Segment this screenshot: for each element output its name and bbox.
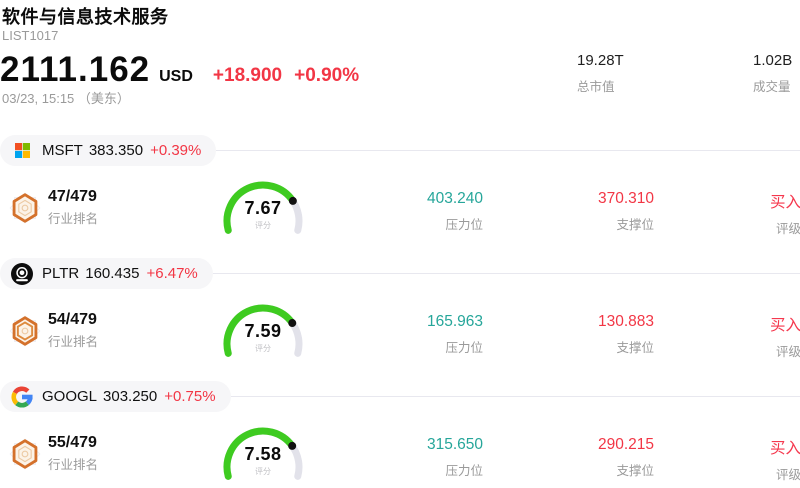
index-change-amount: +18.900 [212, 65, 283, 86]
microsoft-logo-icon [11, 140, 33, 162]
score-label: 评分 [255, 221, 271, 230]
stock-price: 303.250 [103, 388, 158, 405]
stock-section-msft: MSFT 383.350 +0.39% 47/479 行业排名 7.67 评分 … [0, 135, 800, 258]
stock-header: MSFT 383.350 +0.39% [0, 135, 800, 166]
rating-label: 评级 [775, 222, 800, 236]
score-gauge: 7.58 评分 [216, 423, 310, 488]
industry-rank-label: 行业排名 [48, 212, 99, 226]
google-logo-icon [11, 385, 33, 408]
resistance-col: 165.963 压力位 [333, 313, 483, 356]
market-cap-value: 19.28T [577, 52, 624, 69]
resistance-col: 403.240 压力位 [333, 190, 483, 233]
score-gauge: 7.67 评分 [216, 177, 310, 253]
quote-timestamp: 03/23, 15:15 （美东） [2, 91, 130, 106]
stock-chip-googl[interactable]: GOOGL 303.250 +0.75% [0, 381, 231, 412]
support-value: 290.215 [597, 436, 654, 453]
industry-rank-label: 行业排名 [48, 458, 99, 472]
resistance-value: 403.240 [426, 190, 483, 207]
support-col: 130.883 支撑位 [504, 313, 654, 356]
volume-label: 成交量 [753, 80, 791, 94]
stock-change: +0.39% [150, 142, 202, 159]
index-price-row: 2111.162 USD +18.900 +0.90% [0, 50, 359, 90]
palantir-logo-icon [11, 262, 33, 285]
rating-label: 评级 [775, 345, 800, 359]
page-title: 软件与信息技术服务 [2, 7, 169, 27]
resistance-label: 压力位 [445, 218, 483, 232]
ticker: MSFT [42, 142, 83, 159]
index-price: 2111.162 [0, 50, 151, 89]
rating-col: 买入 评级 [651, 436, 800, 483]
stock-section-googl: GOOGL 303.250 +0.75% 55/479 行业排名 7.58 评分… [0, 381, 800, 488]
volume-value: 1.02B [753, 52, 793, 69]
rating-col: 买入 评级 [651, 313, 800, 360]
score-label: 评分 [255, 467, 271, 476]
rank-badge-icon [6, 188, 44, 228]
rating-value: 买入 [769, 317, 800, 334]
resistance-value: 315.650 [426, 436, 483, 453]
stock-header: GOOGL 303.250 +0.75% [0, 381, 800, 412]
rating-col: 买入 评级 [651, 190, 800, 237]
support-label: 支撑位 [616, 218, 654, 232]
resistance-label: 压力位 [445, 341, 483, 355]
score-value: 7.58 [244, 444, 282, 464]
rating-value: 买入 [769, 440, 800, 457]
stock-price: 160.435 [85, 265, 140, 282]
ticker: GOOGL [42, 388, 98, 405]
divider-line [212, 273, 800, 274]
support-value: 370.310 [597, 190, 654, 207]
divider-line [216, 150, 800, 151]
list-code: LIST1017 [2, 28, 59, 43]
ticker: PLTR [42, 265, 80, 282]
volume-stat: 1.02B 成交量 [753, 52, 792, 95]
rank-badge-icon [6, 434, 44, 474]
score-value: 7.67 [244, 198, 282, 218]
resistance-col: 315.650 压力位 [333, 436, 483, 479]
stock-section-pltr: PLTR 160.435 +6.47% 54/479 行业排名 7.59 评分 … [0, 258, 800, 381]
market-cap-label: 总市值 [577, 80, 615, 94]
score-label: 评分 [255, 344, 271, 353]
support-label: 支撑位 [616, 341, 654, 355]
stock-change: +6.47% [146, 265, 198, 282]
resistance-label: 压力位 [445, 464, 483, 478]
industry-rank-label: 行业排名 [48, 335, 99, 349]
market-cap-stat: 19.28T 总市值 [577, 52, 624, 95]
index-change-percent: +0.90% [294, 65, 360, 86]
stock-change: +0.75% [164, 388, 216, 405]
rating-label: 评级 [775, 468, 800, 482]
industry-rank: 54/479 [48, 311, 97, 328]
resistance-value: 165.963 [426, 313, 483, 330]
support-col: 290.215 支撑位 [504, 436, 654, 479]
stock-chip-pltr[interactable]: PLTR 160.435 +6.47% [0, 258, 213, 289]
currency-label: USD [159, 68, 193, 85]
support-value: 130.883 [597, 313, 654, 330]
score-gauge: 7.59 评分 [216, 300, 310, 376]
support-label: 支撑位 [616, 464, 654, 478]
industry-rank: 55/479 [48, 434, 97, 451]
rank-badge-icon [6, 311, 44, 351]
stock-chip-msft[interactable]: MSFT 383.350 +0.39% [0, 135, 217, 166]
industry-rank: 47/479 [48, 188, 97, 205]
support-col: 370.310 支撑位 [504, 190, 654, 233]
stock-price: 383.350 [88, 142, 144, 159]
rating-value: 买入 [769, 194, 800, 211]
stock-header: PLTR 160.435 +6.47% [0, 258, 800, 289]
divider-line [230, 396, 800, 397]
score-value: 7.59 [244, 321, 282, 341]
